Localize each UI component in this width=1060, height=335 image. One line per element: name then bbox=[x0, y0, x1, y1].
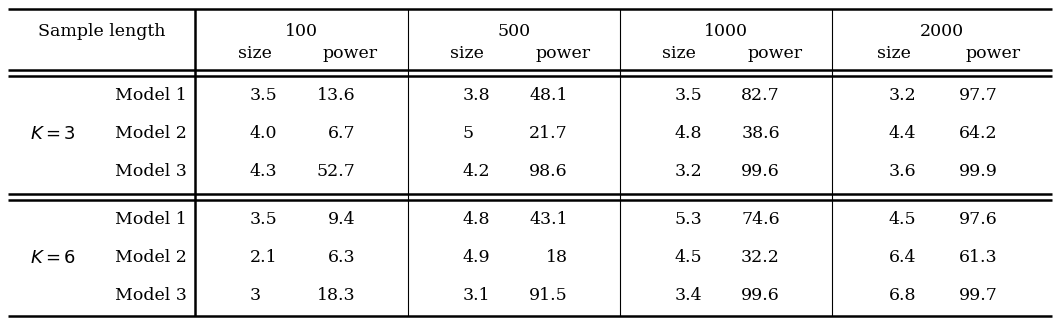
Text: 21.7: 21.7 bbox=[529, 126, 568, 142]
Text: 48.1: 48.1 bbox=[529, 87, 568, 105]
Text: 4.5: 4.5 bbox=[888, 211, 916, 228]
Text: Model 3: Model 3 bbox=[116, 287, 187, 305]
Text: 6.8: 6.8 bbox=[888, 287, 916, 305]
Text: power: power bbox=[323, 46, 378, 63]
Text: 61.3: 61.3 bbox=[959, 250, 997, 267]
Text: 100: 100 bbox=[285, 22, 318, 40]
Text: 2000: 2000 bbox=[920, 22, 964, 40]
Text: 38.6: 38.6 bbox=[741, 126, 780, 142]
Text: 3.2: 3.2 bbox=[674, 163, 702, 181]
Text: 3: 3 bbox=[250, 287, 261, 305]
Text: 6.4: 6.4 bbox=[888, 250, 916, 267]
Text: 4.9: 4.9 bbox=[462, 250, 490, 267]
Text: 5: 5 bbox=[462, 126, 474, 142]
Text: 32.2: 32.2 bbox=[741, 250, 780, 267]
Text: 3.5: 3.5 bbox=[674, 87, 702, 105]
Text: size: size bbox=[662, 46, 696, 63]
Text: 82.7: 82.7 bbox=[741, 87, 780, 105]
Text: 6.3: 6.3 bbox=[328, 250, 355, 267]
Text: 18.3: 18.3 bbox=[317, 287, 355, 305]
Text: 91.5: 91.5 bbox=[529, 287, 568, 305]
Text: 52.7: 52.7 bbox=[317, 163, 355, 181]
Text: 18: 18 bbox=[546, 250, 568, 267]
Text: Model 2: Model 2 bbox=[116, 250, 187, 267]
Text: Sample length: Sample length bbox=[38, 22, 165, 40]
Text: size: size bbox=[237, 46, 271, 63]
Text: 4.3: 4.3 bbox=[250, 163, 278, 181]
Text: 99.7: 99.7 bbox=[958, 287, 997, 305]
Text: 1000: 1000 bbox=[704, 22, 748, 40]
Text: 43.1: 43.1 bbox=[529, 211, 568, 228]
Text: 4.2: 4.2 bbox=[462, 163, 490, 181]
Text: 99.6: 99.6 bbox=[741, 163, 780, 181]
Text: power: power bbox=[535, 46, 590, 63]
Text: 64.2: 64.2 bbox=[959, 126, 997, 142]
Text: 4.8: 4.8 bbox=[674, 126, 702, 142]
Text: 99.9: 99.9 bbox=[958, 163, 997, 181]
Text: 9.4: 9.4 bbox=[328, 211, 355, 228]
Text: 4.4: 4.4 bbox=[888, 126, 916, 142]
Text: 3.6: 3.6 bbox=[888, 163, 916, 181]
Text: 3.1: 3.1 bbox=[462, 287, 490, 305]
Text: 2.1: 2.1 bbox=[250, 250, 278, 267]
Text: Model 2: Model 2 bbox=[116, 126, 187, 142]
Text: size: size bbox=[450, 46, 484, 63]
Text: $K = 6$: $K = 6$ bbox=[30, 249, 76, 267]
Text: 6.7: 6.7 bbox=[328, 126, 355, 142]
Text: 500: 500 bbox=[497, 22, 531, 40]
Text: 5.3: 5.3 bbox=[674, 211, 702, 228]
Text: 99.6: 99.6 bbox=[741, 287, 780, 305]
Text: $K = 3$: $K = 3$ bbox=[30, 125, 76, 143]
Text: 3.5: 3.5 bbox=[250, 211, 278, 228]
Text: 13.6: 13.6 bbox=[317, 87, 355, 105]
Text: 3.2: 3.2 bbox=[888, 87, 916, 105]
Text: 4.8: 4.8 bbox=[462, 211, 490, 228]
Text: 74.6: 74.6 bbox=[741, 211, 780, 228]
Text: power: power bbox=[747, 46, 802, 63]
Text: Model 1: Model 1 bbox=[116, 87, 187, 105]
Text: Model 1: Model 1 bbox=[116, 211, 187, 228]
Text: 4.5: 4.5 bbox=[674, 250, 702, 267]
Text: power: power bbox=[965, 46, 1020, 63]
Text: 97.6: 97.6 bbox=[959, 211, 997, 228]
Text: Model 3: Model 3 bbox=[116, 163, 187, 181]
Text: 3.4: 3.4 bbox=[674, 287, 702, 305]
Text: 97.7: 97.7 bbox=[958, 87, 997, 105]
Text: 4.0: 4.0 bbox=[250, 126, 277, 142]
Text: 3.8: 3.8 bbox=[462, 87, 490, 105]
Text: 98.6: 98.6 bbox=[529, 163, 568, 181]
Text: size: size bbox=[877, 46, 911, 63]
Text: 3.5: 3.5 bbox=[250, 87, 278, 105]
